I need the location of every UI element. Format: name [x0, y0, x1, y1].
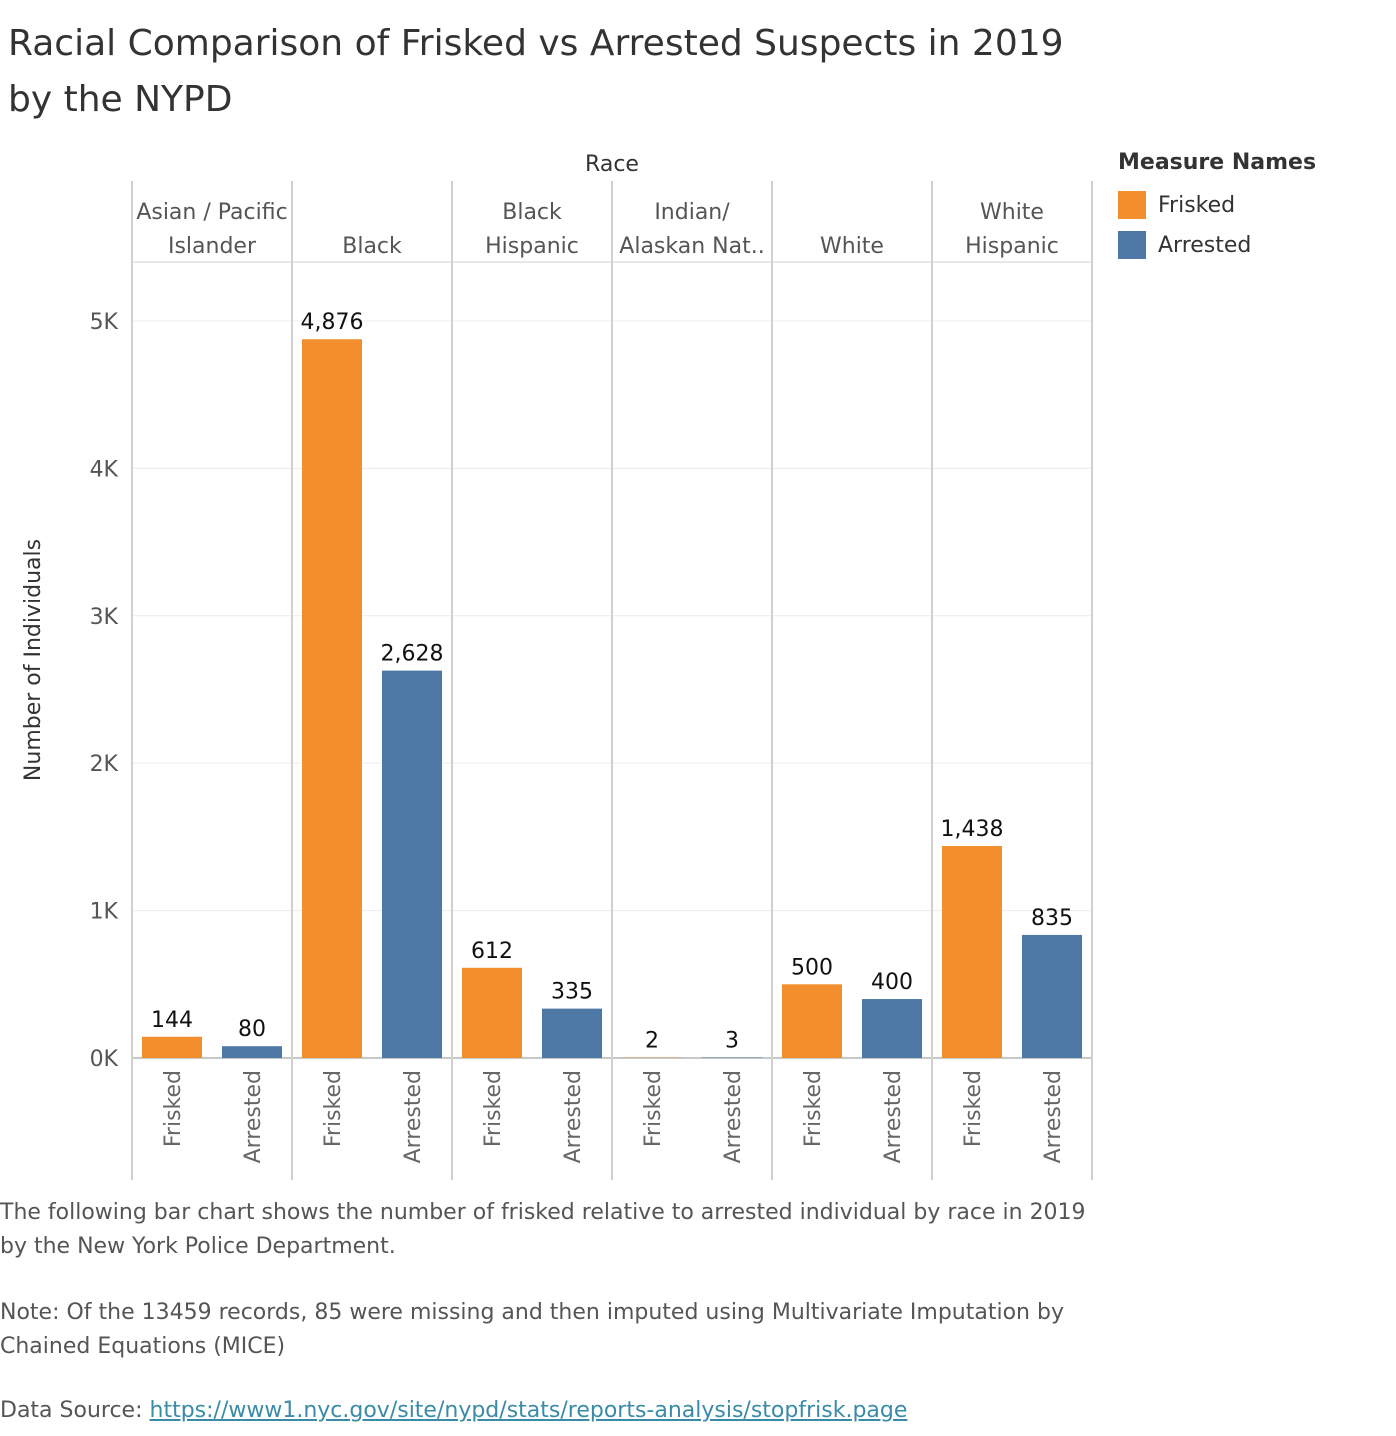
data-source-link[interactable]: https://www1.nyc.gov/site/nypd/stats/rep…: [149, 1398, 908, 1423]
data-label: 835: [1031, 906, 1073, 931]
category-header: Black: [342, 234, 402, 259]
bar-chart: Race 0K 1K 2K 3K 4K 5K Number of Individuals Asi…: [21, 152, 1093, 1180]
bar-frisked: [782, 984, 842, 1058]
legend-label-frisked: Frisked: [1158, 192, 1236, 218]
legend-item-arrested[interactable]: Arrested: [1118, 225, 1316, 265]
data-label: 3: [725, 1029, 739, 1054]
category-header: Islander: [168, 234, 257, 259]
legend-label-arrested: Arrested: [1158, 232, 1252, 258]
data-source: Data Source: https://www1.nyc.gov/site/n…: [0, 1394, 1100, 1428]
data-label: 1,438: [941, 817, 1004, 842]
category-header: Alaskan Nat..: [619, 234, 764, 259]
x-tick-label: Frisked: [161, 1070, 186, 1147]
chart-title: Racial Comparison of Frisked vs Arrested…: [8, 23, 1064, 120]
bar-arrested: [222, 1046, 282, 1058]
data-label: 144: [151, 1008, 193, 1033]
y-tick-label: 0K: [90, 1047, 119, 1072]
x-tick-label: Arrested: [561, 1070, 586, 1163]
legend-swatch-arrested: [1118, 231, 1146, 259]
category-header: Hispanic: [485, 234, 579, 259]
data-label: 335: [551, 980, 593, 1005]
y-tick-label: 5K: [90, 310, 119, 335]
data-label: 4,876: [301, 310, 364, 335]
y-tick-label: 2K: [90, 752, 119, 777]
legend-title: Measure Names: [1118, 150, 1317, 175]
x-tick-label: Frisked: [641, 1070, 666, 1147]
legend: Measure Names Frisked Arrested: [1118, 150, 1316, 265]
bar-frisked: [942, 846, 1002, 1058]
data-label: 400: [871, 970, 913, 995]
x-tick-label: Arrested: [881, 1070, 906, 1163]
category-header: White: [980, 200, 1044, 225]
data-label: 612: [471, 939, 513, 964]
chart-description: The following bar chart shows the number…: [0, 1200, 1086, 1259]
data-label: 2: [645, 1029, 659, 1054]
category-header: Hispanic: [965, 234, 1059, 259]
bar-arrested: [862, 999, 922, 1058]
data-source-prefix: Data Source:: [0, 1398, 150, 1423]
x-tick-label: Arrested: [241, 1070, 266, 1163]
column-header: Race: [585, 152, 639, 177]
y-tick-label: 4K: [90, 457, 119, 482]
y-axis-title: Number of Individuals: [21, 539, 46, 781]
x-tick-label: Frisked: [321, 1070, 346, 1147]
bar-frisked: [302, 339, 362, 1059]
chart-note: Note: Of the 13459 records, 85 were miss…: [0, 1300, 1064, 1359]
category-header: Black: [502, 200, 562, 225]
category-header: White: [820, 234, 884, 259]
bar-arrested: [382, 670, 442, 1058]
legend-item-frisked[interactable]: Frisked: [1118, 185, 1316, 225]
data-label: 2,628: [381, 642, 444, 667]
bar-frisked: [142, 1036, 202, 1058]
bar-arrested: [1022, 934, 1082, 1058]
y-tick-label: 3K: [90, 605, 119, 630]
y-tick-label: 1K: [90, 900, 119, 925]
x-tick-label: Arrested: [401, 1070, 426, 1163]
category-header: Indian/: [654, 200, 730, 225]
x-tick-label: Arrested: [721, 1070, 746, 1163]
bar-frisked: [462, 967, 522, 1058]
x-tick-label: Frisked: [481, 1070, 506, 1147]
data-label: 80: [238, 1017, 266, 1042]
bar-arrested: [542, 1008, 602, 1058]
legend-swatch-frisked: [1118, 191, 1146, 219]
x-tick-label: Frisked: [961, 1070, 986, 1147]
x-tick-label: Arrested: [1041, 1070, 1066, 1163]
category-header: Asian / Pacific: [136, 200, 287, 225]
data-label: 500: [791, 955, 833, 980]
x-tick-label: Frisked: [801, 1070, 826, 1147]
